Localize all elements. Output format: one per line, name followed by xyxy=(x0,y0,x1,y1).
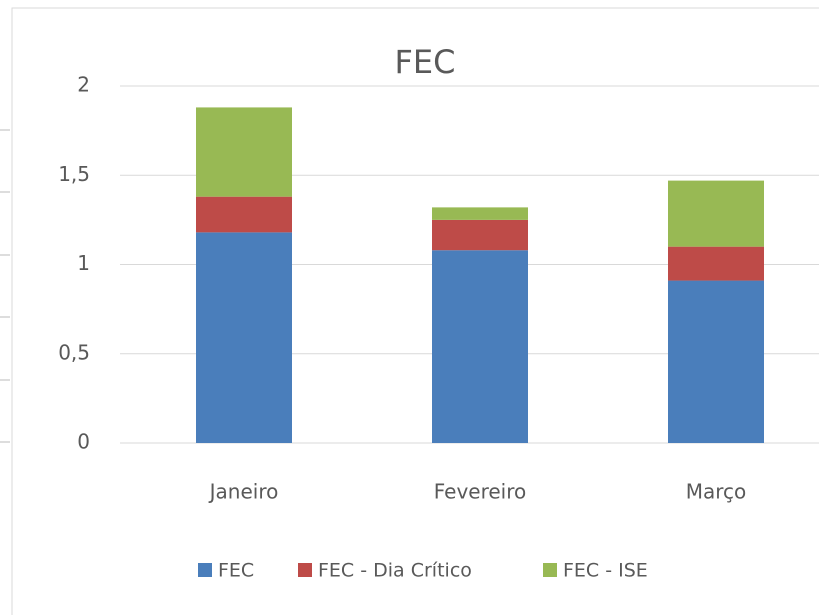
y-tick-label: 0 xyxy=(77,430,90,454)
legend-label: FEC - Dia Crítico xyxy=(318,560,472,582)
legend-swatch xyxy=(298,563,312,577)
bar-segment xyxy=(668,180,764,247)
bar-segment xyxy=(668,280,764,443)
x-tick-label: Fevereiro xyxy=(434,480,527,504)
x-tick-label: Março xyxy=(686,480,747,504)
bar-segment xyxy=(196,196,292,233)
legend-swatch xyxy=(543,563,557,577)
x-tick-label: Janeiro xyxy=(208,480,279,504)
legend-label: FEC - ISE xyxy=(563,560,648,582)
bar-segment xyxy=(432,219,528,251)
chart-title: FEC xyxy=(395,43,456,81)
legend-label: FEC xyxy=(218,560,254,582)
bar-segment xyxy=(196,107,292,197)
legend-swatch xyxy=(198,563,212,577)
bar-segment xyxy=(668,246,764,281)
y-tick-label: 2 xyxy=(77,73,90,97)
bar-segment xyxy=(432,207,528,220)
y-tick-label: 1 xyxy=(77,251,90,275)
bar-segment xyxy=(196,232,292,443)
bar-segment xyxy=(432,250,528,443)
y-tick-label: 1,5 xyxy=(58,162,90,186)
y-tick-label: 0,5 xyxy=(58,340,90,364)
